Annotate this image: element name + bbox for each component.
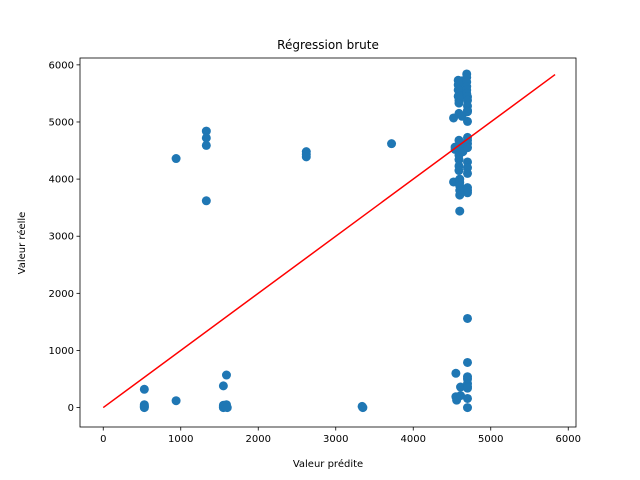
data-point <box>301 152 311 162</box>
data-point <box>463 403 472 413</box>
x-tick-label: 2000 <box>246 434 271 445</box>
x-tick-label: 0 <box>100 434 106 445</box>
reference-line-layer <box>102 73 556 409</box>
y-tick-label: 1000 <box>49 346 74 357</box>
data-point <box>463 393 472 403</box>
ticks-layer: 0 1000 2000 3000 4000 5000 6000 0 1000 2000 3000 40… <box>49 60 581 445</box>
data-point <box>218 381 228 391</box>
y-tick-label: 2000 <box>49 289 74 300</box>
y-tick-label: 6000 <box>49 60 74 71</box>
y-tick-label: 0 <box>68 403 74 414</box>
x-tick-label: 3000 <box>323 434 348 445</box>
data-point <box>463 168 472 178</box>
x-tick-label: 5000 <box>478 434 503 445</box>
data-point <box>463 357 472 367</box>
data-point <box>454 166 464 176</box>
data-point <box>201 133 211 143</box>
plot-area-frame <box>79 57 577 428</box>
y-tick-label: 4000 <box>49 175 74 186</box>
data-point <box>139 403 149 413</box>
data-point <box>463 116 472 126</box>
data-point <box>201 126 211 136</box>
data-point <box>456 391 466 401</box>
y-tick-label: 3000 <box>49 232 74 243</box>
data-point <box>222 403 232 413</box>
data-point <box>455 206 465 216</box>
data-point <box>139 384 149 394</box>
reference-line <box>102 73 556 409</box>
points-layer <box>139 69 472 413</box>
data-point <box>221 370 231 380</box>
data-point <box>451 368 461 378</box>
data-point <box>463 107 472 117</box>
x-tick-label: 4000 <box>401 434 426 445</box>
y-tick-label: 5000 <box>49 117 74 128</box>
data-point <box>454 155 464 165</box>
x-axis-title: Valeur prédite <box>293 458 363 470</box>
data-point <box>171 154 181 164</box>
data-point <box>463 383 472 393</box>
data-point <box>358 403 368 413</box>
y-axis-title: Valeur réelle <box>16 212 28 275</box>
data-point <box>463 313 472 323</box>
data-point <box>463 143 472 153</box>
data-point <box>456 382 466 392</box>
data-point <box>201 140 211 150</box>
data-point <box>454 98 464 108</box>
chart-title: Régression brute <box>277 38 379 52</box>
data-point <box>171 396 181 406</box>
data-point <box>463 188 472 198</box>
data-point <box>387 139 397 149</box>
data-point <box>201 196 211 206</box>
x-tick-label: 6000 <box>556 434 581 445</box>
x-tick-label: 1000 <box>168 434 193 445</box>
data-point <box>455 190 465 200</box>
